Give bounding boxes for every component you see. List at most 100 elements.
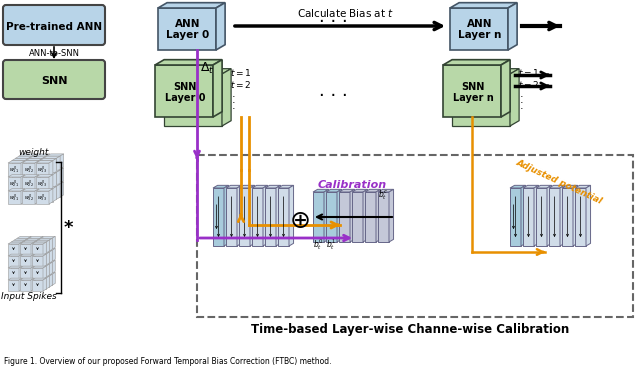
- Polygon shape: [37, 274, 40, 287]
- Polygon shape: [376, 189, 381, 242]
- Polygon shape: [29, 236, 44, 238]
- Polygon shape: [536, 186, 552, 188]
- Polygon shape: [263, 186, 268, 246]
- Polygon shape: [15, 184, 32, 187]
- Polygon shape: [52, 236, 55, 249]
- Polygon shape: [8, 278, 22, 280]
- Polygon shape: [501, 60, 510, 117]
- Polygon shape: [265, 186, 280, 188]
- Polygon shape: [52, 260, 55, 273]
- Polygon shape: [29, 250, 40, 261]
- Polygon shape: [24, 158, 29, 174]
- Polygon shape: [31, 254, 35, 267]
- Polygon shape: [12, 173, 29, 175]
- Polygon shape: [49, 175, 53, 190]
- Polygon shape: [15, 158, 28, 171]
- Polygon shape: [510, 69, 519, 126]
- Polygon shape: [22, 240, 25, 253]
- Polygon shape: [14, 238, 28, 240]
- Text: SNN: SNN: [173, 82, 196, 92]
- Polygon shape: [534, 186, 538, 246]
- Polygon shape: [20, 256, 31, 267]
- Polygon shape: [32, 154, 36, 169]
- Polygon shape: [29, 173, 42, 186]
- Text: .: .: [520, 101, 524, 111]
- Polygon shape: [38, 173, 42, 188]
- Polygon shape: [32, 280, 43, 291]
- Text: Pre-trained ANN: Pre-trained ANN: [6, 22, 102, 32]
- Polygon shape: [23, 266, 34, 277]
- Text: $w^0_{12}$: $w^0_{12}$: [24, 164, 33, 175]
- Polygon shape: [15, 156, 32, 158]
- Text: ANN-to-SNN: ANN-to-SNN: [29, 49, 79, 58]
- Polygon shape: [12, 158, 29, 161]
- Polygon shape: [21, 161, 25, 176]
- Text: Layer 0: Layer 0: [166, 30, 210, 40]
- Polygon shape: [14, 240, 25, 251]
- Polygon shape: [24, 187, 29, 202]
- Polygon shape: [8, 191, 21, 204]
- Polygon shape: [378, 189, 394, 192]
- Polygon shape: [389, 189, 394, 242]
- Text: . . .: . . .: [319, 82, 348, 100]
- Polygon shape: [19, 266, 22, 279]
- Polygon shape: [573, 186, 577, 246]
- Polygon shape: [26, 238, 40, 240]
- Polygon shape: [289, 186, 294, 246]
- Polygon shape: [44, 170, 60, 173]
- Polygon shape: [40, 249, 44, 261]
- Polygon shape: [313, 189, 328, 192]
- Polygon shape: [14, 262, 28, 264]
- Polygon shape: [44, 156, 60, 158]
- Polygon shape: [29, 238, 40, 249]
- Polygon shape: [15, 170, 32, 173]
- Polygon shape: [49, 262, 52, 275]
- Polygon shape: [28, 249, 31, 261]
- Polygon shape: [41, 249, 55, 250]
- Polygon shape: [29, 260, 44, 262]
- Bar: [197, 155, 633, 317]
- Polygon shape: [52, 272, 55, 285]
- Text: Time-based Layer-wise Channe-wise Calibration: Time-based Layer-wise Channe-wise Calibr…: [251, 324, 569, 336]
- Text: . . .: . . .: [319, 8, 348, 26]
- Polygon shape: [33, 154, 50, 156]
- Text: $b^1_t$: $b^1_t$: [326, 237, 337, 253]
- Polygon shape: [155, 60, 222, 65]
- Polygon shape: [29, 156, 46, 158]
- Text: $w^0_{11}$: $w^0_{11}$: [10, 164, 19, 175]
- Polygon shape: [60, 182, 64, 197]
- Polygon shape: [8, 177, 21, 190]
- Polygon shape: [32, 278, 46, 280]
- Polygon shape: [365, 192, 376, 242]
- Polygon shape: [31, 266, 35, 279]
- Polygon shape: [52, 158, 56, 174]
- Polygon shape: [46, 182, 50, 197]
- Polygon shape: [15, 187, 28, 200]
- Polygon shape: [49, 238, 52, 251]
- Polygon shape: [8, 163, 21, 176]
- Polygon shape: [35, 189, 39, 204]
- Polygon shape: [26, 250, 40, 252]
- Polygon shape: [8, 266, 22, 268]
- Polygon shape: [15, 173, 28, 186]
- Polygon shape: [56, 184, 60, 200]
- Polygon shape: [37, 262, 40, 275]
- Polygon shape: [523, 186, 538, 188]
- Text: Layer 0: Layer 0: [164, 93, 205, 103]
- Polygon shape: [40, 158, 56, 161]
- Polygon shape: [560, 186, 564, 246]
- Polygon shape: [41, 272, 55, 274]
- Polygon shape: [575, 188, 586, 246]
- Polygon shape: [510, 188, 521, 246]
- Polygon shape: [23, 252, 37, 254]
- Polygon shape: [34, 276, 37, 289]
- Text: $\oplus$: $\oplus$: [289, 209, 309, 233]
- Polygon shape: [452, 69, 519, 74]
- Polygon shape: [25, 274, 28, 287]
- Polygon shape: [20, 268, 31, 279]
- Text: $w^0_{13}$: $w^0_{13}$: [38, 164, 47, 175]
- Polygon shape: [213, 188, 224, 246]
- Polygon shape: [38, 276, 49, 287]
- Text: ANN: ANN: [467, 19, 493, 29]
- Text: .: .: [232, 89, 236, 99]
